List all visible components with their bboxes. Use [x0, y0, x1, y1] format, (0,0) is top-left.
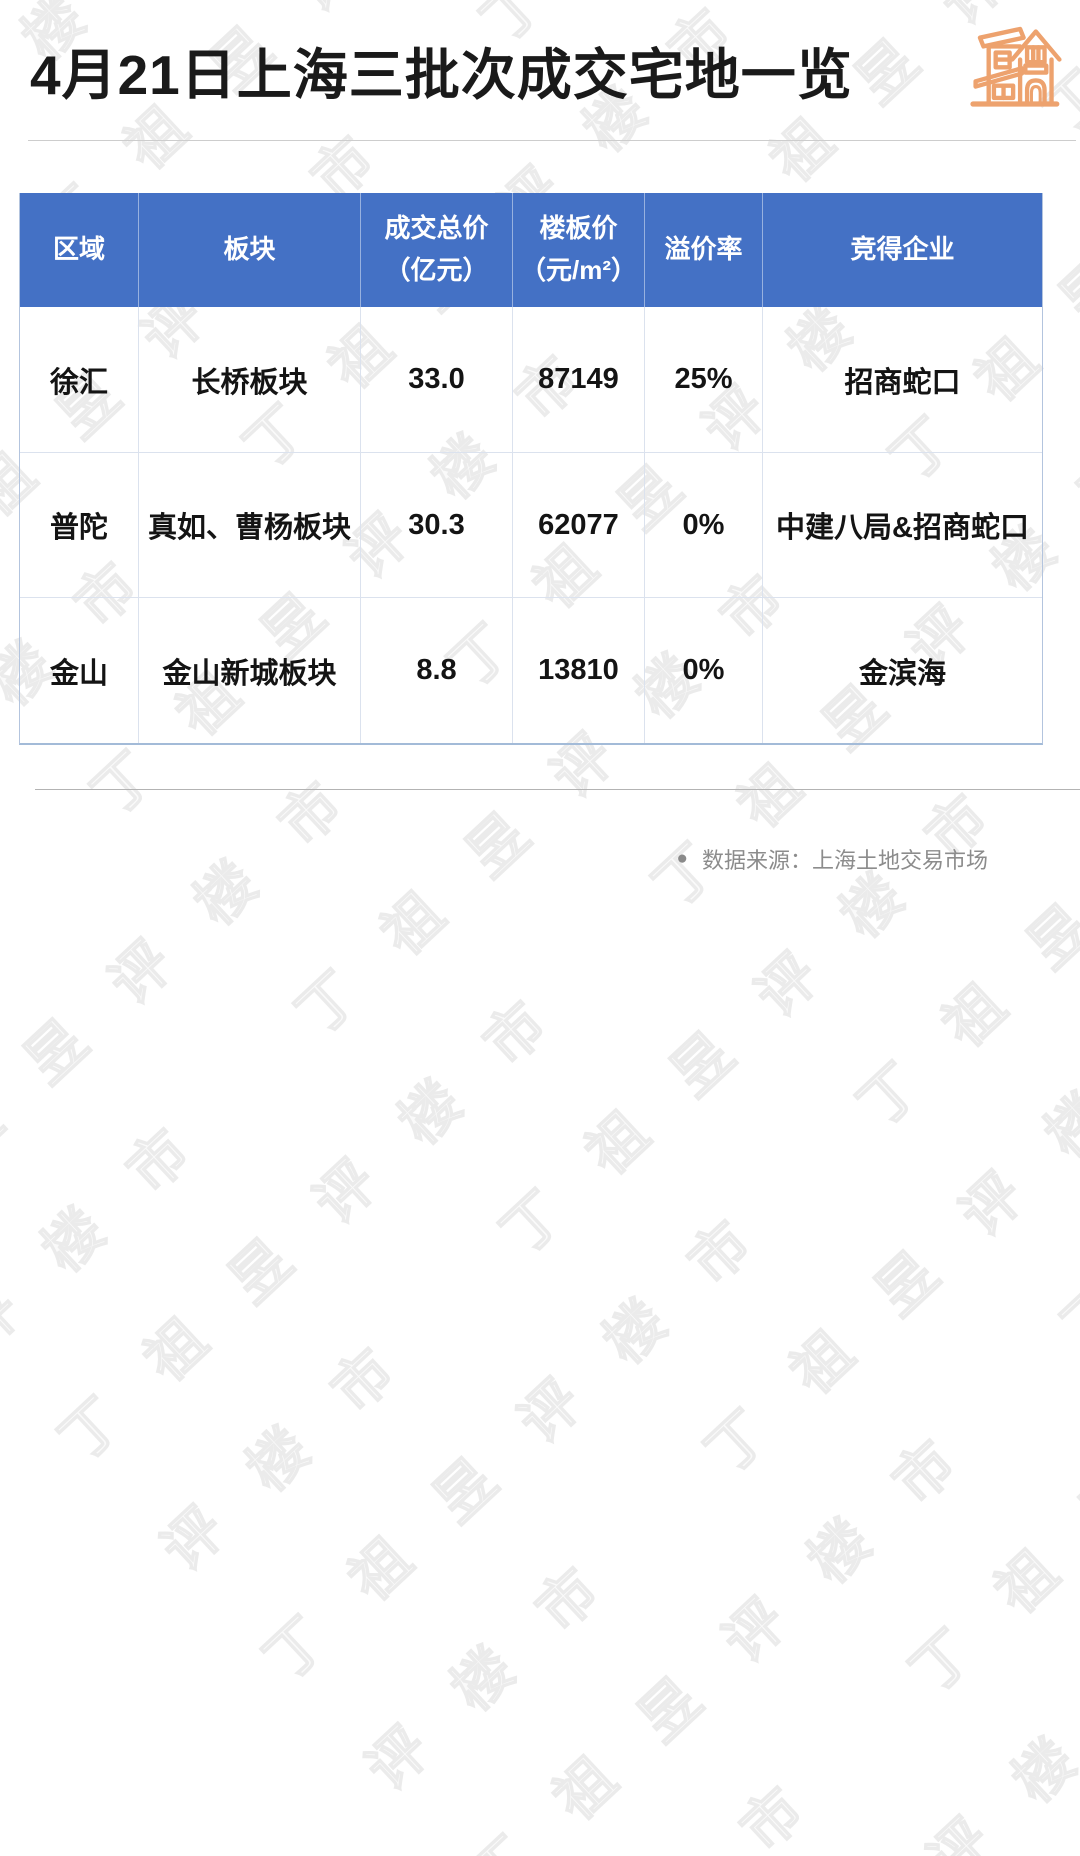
land-deals-table: 区域 板块 成交总价 （亿元） 楼板价 （元/m²） 溢价率 竞得企业 徐汇 长…	[19, 193, 1043, 745]
table-cell: 长桥板块	[139, 307, 361, 452]
col-header-unit: （元/m²）	[519, 255, 637, 285]
table-cell: 普陀	[20, 452, 139, 597]
table-cell: 8.8	[361, 597, 513, 743]
table-cell: 招商蛇口	[844, 366, 961, 399]
col-header-region: 区域	[20, 193, 139, 307]
col-header-label: 成交总价	[384, 213, 489, 244]
col-header-unit: （亿元）	[384, 255, 489, 285]
col-header-floor-price: 楼板价 （元/m²）	[513, 193, 645, 307]
table-cell: 金山	[20, 597, 139, 743]
table-cell: 87149	[513, 307, 645, 452]
table-cell: 30.3	[361, 452, 513, 597]
col-header-label: 竞得企业	[850, 234, 955, 265]
col-header-label: 区域	[52, 234, 105, 265]
dot-icon: ●	[676, 848, 688, 869]
col-header-premium-rate: 溢价率	[645, 193, 763, 307]
table-cell: 0%	[645, 597, 763, 743]
footer-divider	[35, 789, 1080, 790]
data-source-text: 数据来源：上海土地交易市场	[701, 848, 988, 873]
col-header-total-price: 成交总价 （亿元）	[361, 193, 513, 307]
table-cell: 33.0	[361, 307, 513, 452]
table-cell: 金滨海	[763, 597, 1042, 743]
col-header-label: 楼板价	[539, 213, 618, 244]
table-cell: 0%	[645, 452, 763, 597]
data-source: ● 数据来源：上海土地交易市场	[677, 843, 989, 875]
table-cell: 中建八局&招商蛇口	[763, 452, 1042, 597]
table-cell: 62077	[513, 452, 645, 597]
col-header-winner: 竞得企业	[763, 193, 1042, 307]
table-cell: 徐汇	[20, 307, 139, 452]
col-header-label: 板块	[223, 234, 276, 265]
page-title: 4月21日上海三批次成交宅地一览	[30, 44, 853, 106]
table-cell: 13810	[513, 597, 645, 743]
table-cell: 金山新城板块	[139, 597, 361, 743]
table-cell: 真如、曹杨板块	[139, 452, 361, 597]
col-header-sector: 板块	[139, 193, 361, 307]
col-header-label: 溢价率	[664, 234, 743, 265]
house-icon	[970, 26, 1062, 107]
title-divider	[28, 140, 1076, 141]
table-cell: 25%	[645, 307, 763, 452]
